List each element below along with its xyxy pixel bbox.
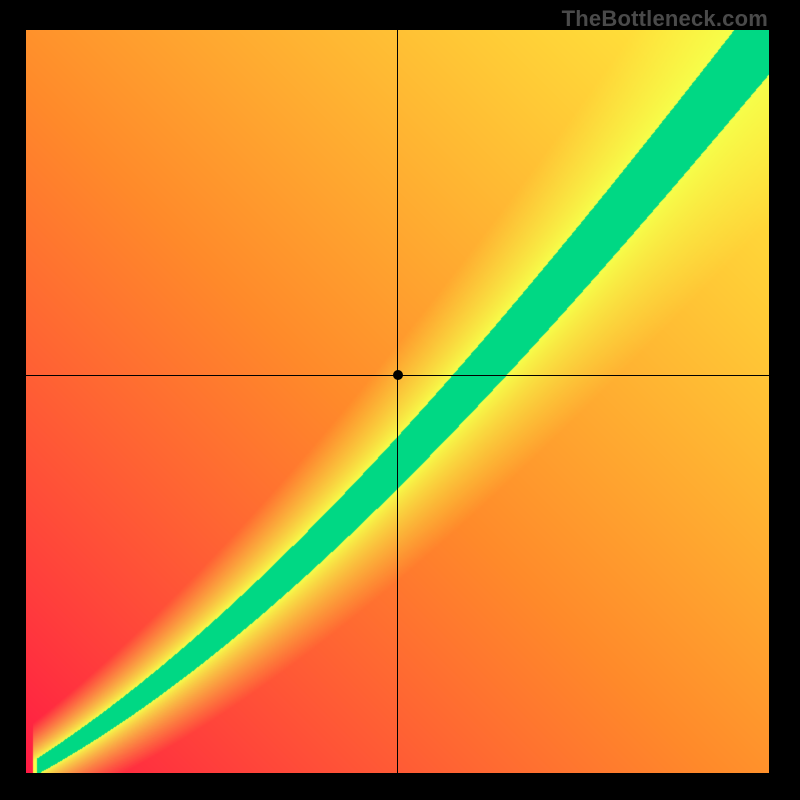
watermark-text: TheBottleneck.com [562,6,768,32]
crosshair-marker [393,370,403,380]
crosshair-vertical [397,30,398,773]
chart-container: TheBottleneck.com [0,0,800,800]
